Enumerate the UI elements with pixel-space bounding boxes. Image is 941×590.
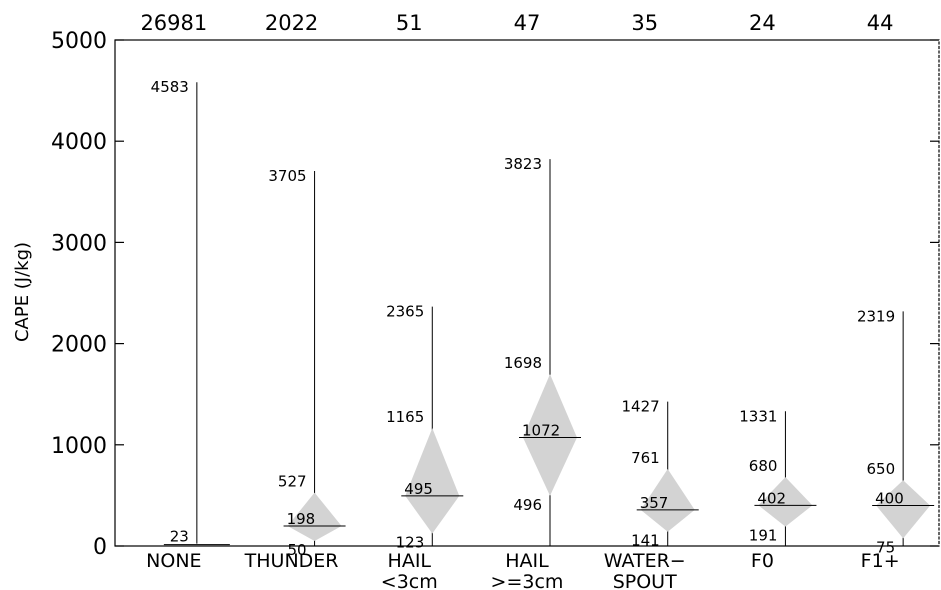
iqr-diamond bbox=[640, 468, 695, 532]
q1-value-label: 496 bbox=[513, 496, 542, 514]
q3-value-label: 1165 bbox=[386, 408, 424, 426]
iqr-diamond bbox=[287, 492, 342, 541]
count-label: 35 bbox=[631, 11, 658, 35]
y-tick-label: 0 bbox=[93, 535, 107, 560]
median-value-label: 1072 bbox=[522, 422, 560, 440]
y-tick-label: 2000 bbox=[51, 333, 107, 358]
box-f0: 24 F0 1331 680 402 191 bbox=[739, 11, 817, 572]
median-value-label: 495 bbox=[404, 480, 433, 498]
q3-value-label: 761 bbox=[631, 449, 660, 467]
box-none: 26981 NONE 4583 23 bbox=[140, 11, 230, 572]
min-value-label: 23 bbox=[170, 528, 189, 546]
box-water-spout: 35 WATER−SPOUT 1427 761 357 141 bbox=[604, 11, 699, 590]
box-hail-3cm: 51 HAIL<3cm 2365 1165 495 123 bbox=[381, 11, 464, 590]
y-tick-label: 4000 bbox=[51, 130, 107, 155]
category-label: HAIL bbox=[505, 550, 549, 572]
category-label-second-line: <3cm bbox=[381, 571, 438, 590]
box-f1-: 44 F1+ 2319 650 400 75 bbox=[857, 11, 935, 572]
category-label: WATER− bbox=[604, 550, 686, 572]
y-tick-label: 1000 bbox=[51, 434, 107, 459]
category-label: F1+ bbox=[861, 550, 900, 572]
median-value-label: 400 bbox=[875, 490, 904, 508]
max-value-label: 3823 bbox=[504, 155, 542, 173]
y-axis: 0 1000 2000 3000 4000 5000 bbox=[51, 29, 939, 560]
q3-value-label: 650 bbox=[867, 460, 896, 478]
box-hail-3cm: 47 HAIL>=3cm 3823 1698 1072 496 bbox=[491, 11, 581, 590]
iqr-diamond bbox=[405, 428, 460, 534]
count-label: 26981 bbox=[140, 11, 207, 35]
max-value-label: 1331 bbox=[739, 407, 777, 425]
count-label: 24 bbox=[749, 11, 776, 35]
count-label: 47 bbox=[514, 11, 541, 35]
q1-value-label: 191 bbox=[749, 527, 778, 545]
iqr-diamond bbox=[876, 480, 931, 539]
count-label: 2022 bbox=[265, 11, 318, 35]
category-label-second-line: SPOUT bbox=[613, 571, 677, 590]
median-value-label: 198 bbox=[287, 510, 316, 528]
max-value-label: 2319 bbox=[857, 307, 895, 325]
median-value-label: 357 bbox=[640, 494, 669, 512]
max-value-label: 2365 bbox=[386, 303, 424, 321]
max-value-label: 1427 bbox=[622, 398, 660, 416]
plot-frame-rect bbox=[114, 39, 940, 547]
max-value-label: 4583 bbox=[151, 78, 189, 96]
q3-value-label: 680 bbox=[749, 457, 778, 475]
q3-value-label: 527 bbox=[278, 473, 307, 491]
category-label: HAIL bbox=[388, 550, 432, 572]
y-tick-label: 3000 bbox=[51, 231, 107, 256]
category-label-second-line: >=3cm bbox=[491, 571, 564, 590]
q3-value-label: 1698 bbox=[504, 354, 542, 372]
count-label: 51 bbox=[396, 11, 423, 35]
q1-value-label: 75 bbox=[876, 538, 895, 556]
q1-value-label: 123 bbox=[396, 534, 425, 552]
category-label: NONE bbox=[146, 550, 201, 572]
iqr-diamond bbox=[758, 477, 813, 527]
q1-value-label: 141 bbox=[631, 532, 660, 550]
category-label: THUNDER bbox=[244, 550, 339, 572]
median-value-label: 402 bbox=[757, 489, 786, 507]
q1-value-label: 50 bbox=[287, 541, 306, 559]
category-boxes: 26981 NONE 4583 23 2022 THUNDER 3705 527 198 50 51… bbox=[140, 11, 935, 590]
iqr-diamond bbox=[523, 374, 577, 496]
y-tick-label: 5000 bbox=[51, 29, 107, 54]
count-label: 44 bbox=[867, 11, 894, 35]
y-axis-title: CAPE (J/kg) bbox=[12, 242, 33, 342]
plot-frame bbox=[114, 39, 940, 547]
category-label: F0 bbox=[751, 550, 774, 572]
max-value-label: 3705 bbox=[268, 167, 306, 185]
box-thunder: 2022 THUNDER 3705 527 198 50 bbox=[244, 11, 346, 572]
